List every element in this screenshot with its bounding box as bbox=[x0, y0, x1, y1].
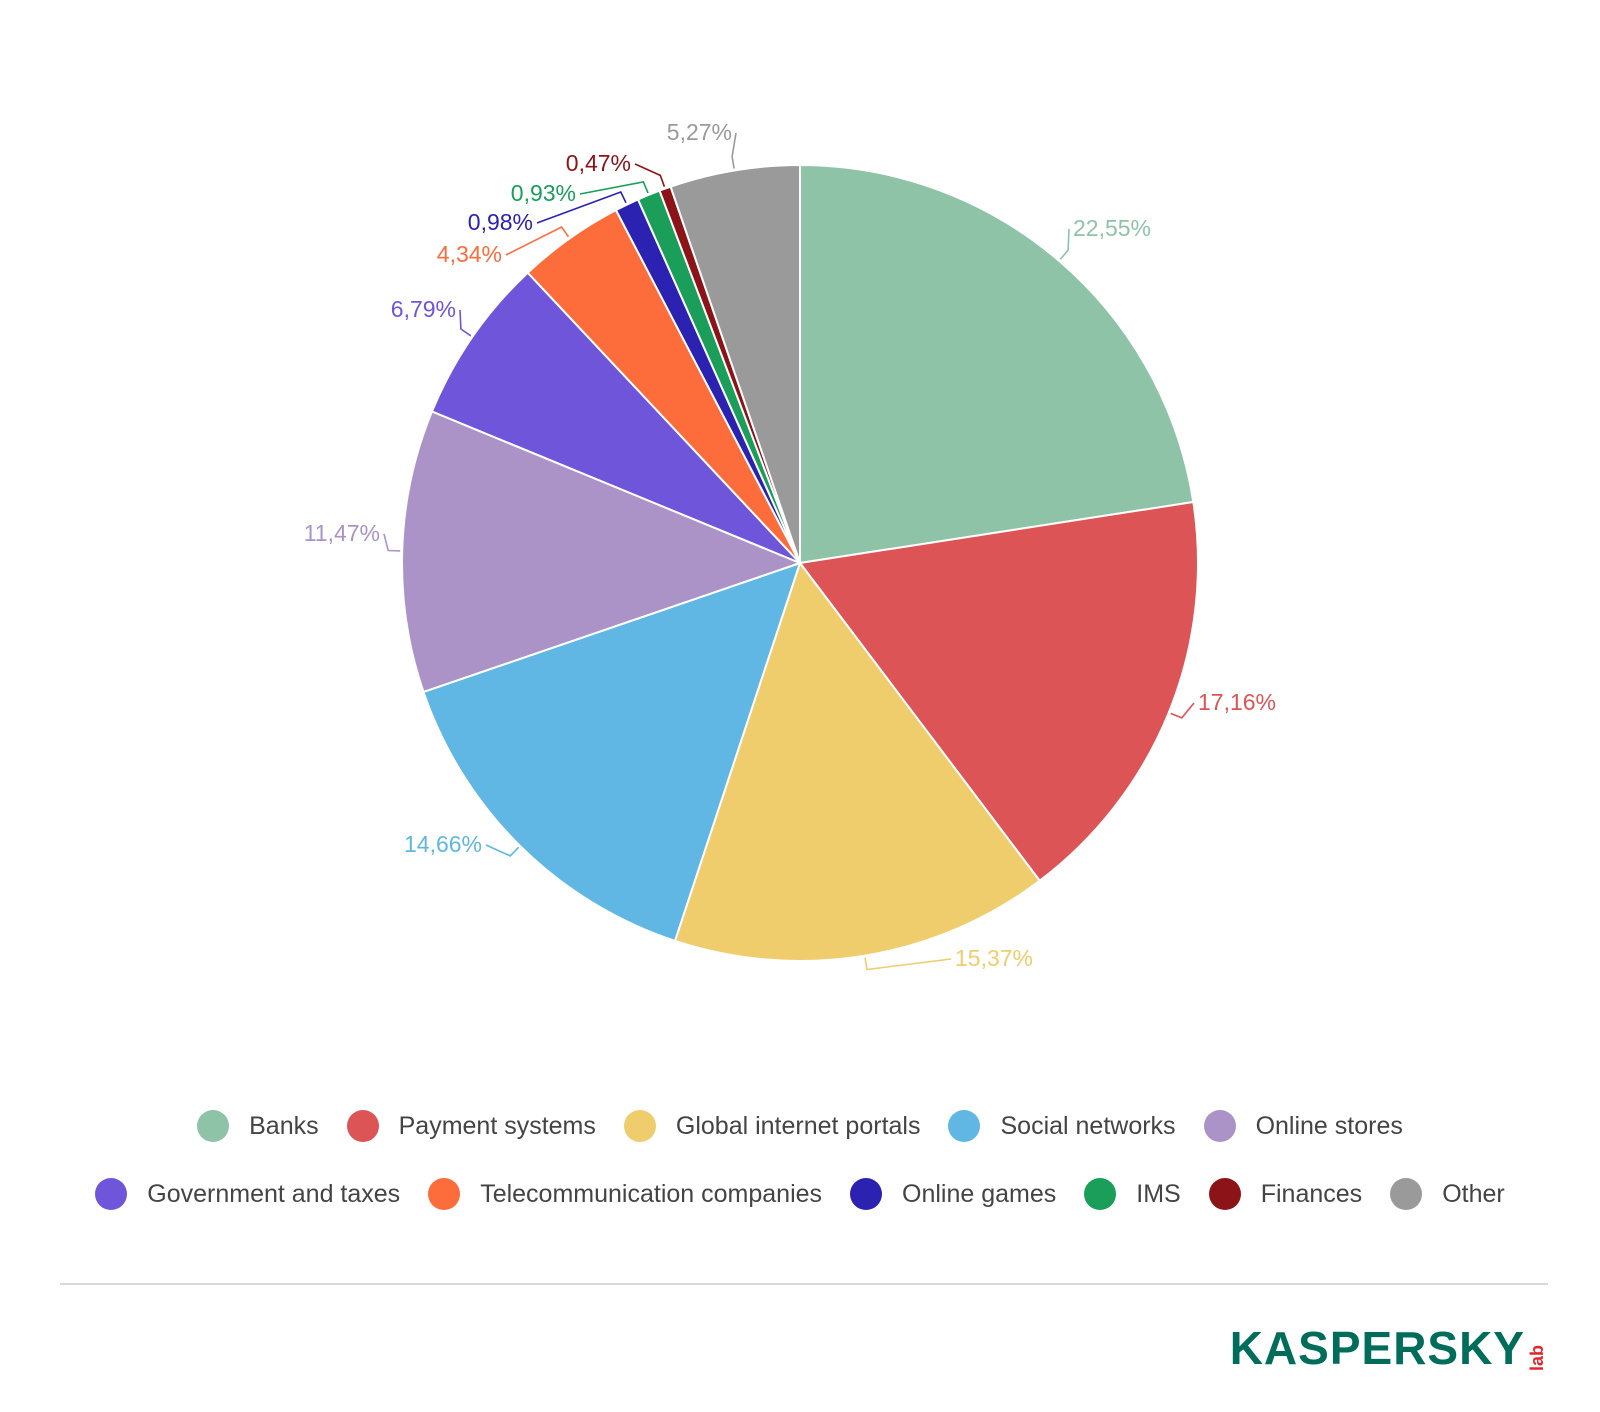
legend-item-online-games: Online games bbox=[850, 1178, 1056, 1210]
leader-line-global-internet-portals bbox=[864, 957, 952, 971]
legend-label-global-internet-portals: Global internet portals bbox=[675, 1111, 921, 1140]
legend-swatch-online-stores bbox=[1203, 1110, 1236, 1142]
leader-line-government-and-taxes bbox=[459, 309, 472, 337]
legend-item-global-internet-portals: Global internet portals bbox=[623, 1110, 921, 1142]
label-leader-lines bbox=[383, 132, 1195, 971]
leader-line-other bbox=[731, 132, 737, 169]
legend-item-payment-systems: Payment systems bbox=[346, 1110, 596, 1142]
legend-label-government-and-taxes: Government and taxes bbox=[147, 1179, 401, 1208]
pie-slice-payment-systems bbox=[798, 500, 1199, 883]
leader-line-online-stores bbox=[383, 533, 401, 552]
pie-slices bbox=[401, 163, 1199, 962]
data-label-government-and-taxes: 6,79% bbox=[391, 296, 456, 322]
legend-swatch-payment-systems bbox=[346, 1110, 379, 1142]
legend-swatch-telecommunication-companies bbox=[428, 1178, 461, 1210]
data-label-online-games: 0,98% bbox=[468, 209, 533, 235]
legend-item-finances: Finances bbox=[1208, 1178, 1363, 1210]
data-label-ims: 0,93% bbox=[511, 180, 576, 206]
logo-wordmark: KASPERSKY bbox=[1229, 1322, 1525, 1374]
leader-line-payment-systems bbox=[1170, 702, 1195, 719]
pie-chart: 22,55% 17,16% 15,37% 14,66% 11,47% 6,79% 4,34%… bbox=[304, 119, 1276, 971]
legend-item-ims: IMS bbox=[1084, 1178, 1181, 1210]
legend-item-other: Other bbox=[1390, 1178, 1505, 1210]
pie-slice-social-networks bbox=[422, 561, 802, 943]
legend-label-ims: IMS bbox=[1136, 1179, 1181, 1208]
legend-item-government-and-taxes: Government and taxes bbox=[95, 1178, 400, 1210]
pie-slice-banks bbox=[799, 163, 1195, 565]
leader-line-social-networks bbox=[485, 844, 520, 857]
legend-swatch-banks bbox=[197, 1110, 230, 1142]
leader-line-banks bbox=[1059, 228, 1070, 260]
logo-lab-suffix: lab bbox=[1527, 1344, 1547, 1371]
legend-swatch-ims bbox=[1084, 1178, 1117, 1210]
legend-label-finances: Finances bbox=[1260, 1179, 1363, 1208]
leader-line-ims bbox=[579, 180, 649, 195]
legend-swatch-global-internet-portals bbox=[623, 1110, 656, 1142]
legend-row-1: Banks Payment systems Global internet po… bbox=[0, 1110, 1600, 1142]
data-label-other: 5,27% bbox=[667, 119, 732, 145]
legend-swatch-finances bbox=[1208, 1178, 1241, 1210]
pie-slice-online-stores bbox=[401, 410, 803, 694]
legend-swatch-online-games bbox=[850, 1178, 883, 1210]
pie-slice-global-internet-portals bbox=[673, 560, 1042, 962]
leader-line-finances bbox=[634, 163, 666, 187]
legend-label-banks: Banks bbox=[249, 1111, 319, 1140]
data-label-banks: 22,55% bbox=[1073, 215, 1151, 241]
data-label-global-internet-portals: 15,37% bbox=[955, 945, 1033, 971]
pie-slice-other bbox=[669, 163, 801, 564]
legend-label-online-stores: Online stores bbox=[1255, 1111, 1403, 1140]
legend-label-other: Other bbox=[1442, 1179, 1505, 1208]
legend-item-online-stores: Online stores bbox=[1203, 1110, 1403, 1142]
legend-item-social-networks: Social networks bbox=[948, 1110, 1176, 1142]
legend-swatch-government-and-taxes bbox=[95, 1178, 128, 1210]
pie-slice-government-and-taxes bbox=[430, 271, 801, 564]
leader-line-telecommunication-companies bbox=[505, 225, 570, 256]
data-label-telecommunication-companies: 4,34% bbox=[437, 241, 502, 267]
footer-divider bbox=[60, 1283, 1548, 1285]
legend-swatch-social-networks bbox=[948, 1110, 981, 1142]
legend-label-online-games: Online games bbox=[902, 1179, 1057, 1208]
legend-label-telecommunication-companies: Telecommunication companies bbox=[480, 1179, 823, 1208]
data-label-social-networks: 14,66% bbox=[404, 831, 482, 857]
legend-swatch-other bbox=[1390, 1178, 1423, 1210]
legend-label-payment-systems: Payment systems bbox=[398, 1111, 596, 1140]
legend-label-social-networks: Social networks bbox=[1000, 1111, 1176, 1140]
data-label-payment-systems: 17,16% bbox=[1198, 689, 1276, 715]
data-label-finances: 0,47% bbox=[566, 150, 631, 176]
legend-item-banks: Banks bbox=[197, 1110, 319, 1142]
leader-line-online-games bbox=[536, 190, 627, 224]
legend-item-telecommunication-companies: Telecommunication companies bbox=[428, 1178, 822, 1210]
kaspersky-lab-logo: KASPERSKY lab bbox=[1229, 1322, 1547, 1374]
slice-labels: 22,55% 17,16% 15,37% 14,66% 11,47% 6,79% 4,34%… bbox=[304, 119, 1276, 971]
legend-row-2: Government and taxes Telecommunication c… bbox=[0, 1178, 1600, 1210]
data-label-online-stores: 11,47% bbox=[304, 520, 380, 546]
